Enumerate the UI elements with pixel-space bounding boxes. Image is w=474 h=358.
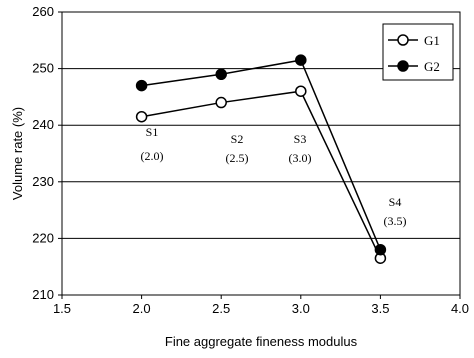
- legend-label-G2: G2: [424, 59, 440, 74]
- legend-marker-G1: [397, 34, 409, 46]
- annotation-label-S2: S2: [231, 132, 244, 146]
- annotation-label-S4: S4: [389, 195, 402, 209]
- point-annotations: S1 (2.0) S2 (2.5) S3 (3.0) S4 (3.5): [141, 125, 407, 228]
- annotation-value-S1: (2.0): [141, 149, 164, 163]
- series-line-G2: [141, 59, 382, 251]
- x-tick-label-2.0: 2.0: [133, 301, 151, 316]
- y-axis-ticks: 210 220 230 240 250 260: [32, 4, 62, 302]
- x-tick-label-1.5: 1.5: [53, 301, 71, 316]
- y-tick-label-220: 220: [32, 230, 54, 245]
- data-point-G1-1: [215, 96, 227, 109]
- y-tick-label-260: 260: [32, 4, 54, 19]
- annotation-value-S3: (3.0): [289, 151, 312, 165]
- y-tick-label-230: 230: [32, 174, 54, 189]
- legend-box: [382, 23, 454, 81]
- annotation-label-S3: S3: [294, 132, 307, 146]
- y-tick-label-250: 250: [32, 61, 54, 76]
- plot-area-frame: [61, 11, 461, 296]
- y-axis-label: Volume rate (%): [10, 107, 25, 200]
- data-point-G2-3: [374, 243, 387, 256]
- data-point-G1-2: [295, 85, 307, 97]
- legend: G1 G2: [382, 23, 454, 81]
- x-tick-label-2.5: 2.5: [212, 301, 230, 316]
- series-layer: [135, 54, 387, 264]
- annotation-label-S1: S1: [146, 125, 159, 139]
- data-point-G2-1: [215, 68, 227, 81]
- x-tick-label-3.5: 3.5: [371, 301, 389, 316]
- series-line-G1: [141, 90, 382, 259]
- x-axis-label: Fine aggregate fineness modulus: [165, 334, 358, 349]
- data-point-G1-0: [135, 110, 148, 123]
- legend-label-G1: G1: [424, 33, 440, 48]
- x-tick-label-4.0: 4.0: [451, 301, 469, 316]
- x-tick-label-3.0: 3.0: [292, 301, 310, 316]
- x-axis-ticks: 1.5 2.0 2.5 3.0 3.5 4.0: [53, 295, 469, 316]
- annotation-value-S4: (3.5): [384, 214, 407, 228]
- data-point-G2-2: [295, 54, 307, 66]
- y-tick-label-240: 240: [32, 117, 54, 132]
- annotation-value-S2: (2.5): [226, 151, 249, 165]
- legend-marker-G2: [397, 60, 409, 72]
- y-tick-label-210: 210: [32, 287, 54, 302]
- data-point-G2-0: [135, 79, 148, 92]
- legend-items: G1 G2: [388, 33, 440, 74]
